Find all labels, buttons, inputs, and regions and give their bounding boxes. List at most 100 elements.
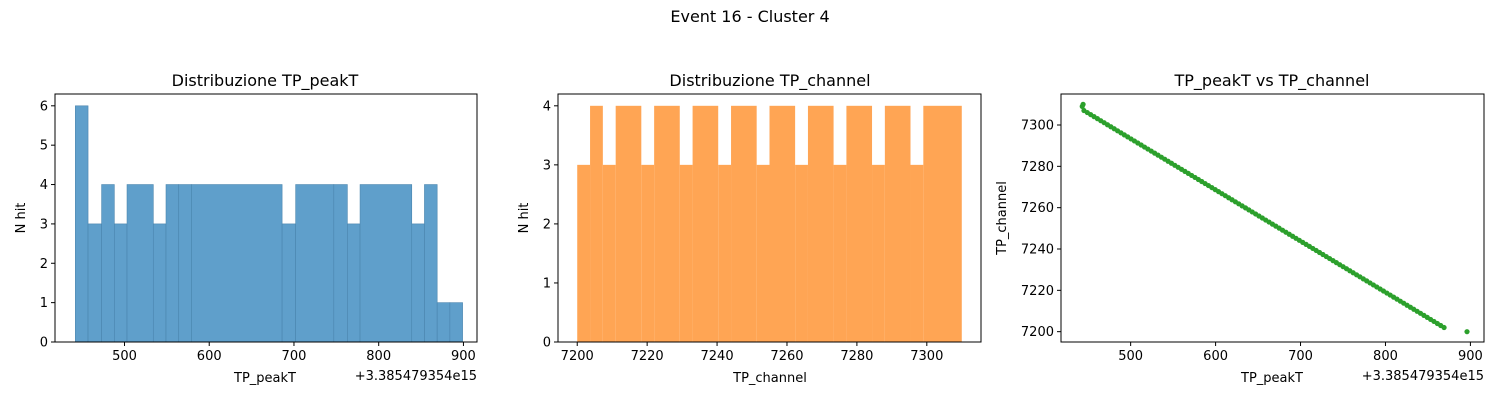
panel2-bar bbox=[910, 164, 924, 342]
panel1-ytick-label: 3 bbox=[40, 217, 48, 232]
panel1-yticks: 0 1 2 3 4 5 6 bbox=[40, 99, 55, 351]
panel1-bar bbox=[101, 184, 115, 343]
panel2-bar bbox=[833, 164, 847, 342]
panel2-axes-frame bbox=[557, 93, 982, 343]
panel2-bar bbox=[577, 164, 591, 342]
panel1-xtick-label: 700 bbox=[282, 349, 307, 364]
panel3-ytick-label: 7260 bbox=[1021, 201, 1054, 216]
panel1-bar bbox=[165, 184, 180, 343]
panel3-x-offset: +3.385479354e15 bbox=[1362, 369, 1484, 384]
panel3-yticks: 7200 7220 7240 7260 7280 7300 bbox=[1021, 119, 1061, 340]
panel3-axes-frame bbox=[1060, 93, 1485, 343]
panel2-xtick-label: 7240 bbox=[701, 349, 734, 364]
panel2-bar bbox=[692, 105, 719, 342]
panel2-bar bbox=[884, 105, 911, 342]
panel2-bar bbox=[718, 164, 732, 342]
panel3-ytick-label: 7280 bbox=[1021, 160, 1054, 175]
panel2-ytick-label: 0 bbox=[543, 336, 551, 351]
panel3-xlabel: TP_peakT bbox=[1240, 371, 1303, 386]
panel1-ytick-label: 2 bbox=[40, 257, 48, 272]
panel1-xticks: 500 600 700 800 900 bbox=[112, 342, 476, 364]
panel1-axes-frame bbox=[54, 93, 478, 343]
panel2-ytick-label: 1 bbox=[543, 276, 551, 291]
panel1-bar bbox=[449, 302, 463, 343]
panel-scatter: TP_peakT vs TP_channel 500 600 700 800 900 7… bbox=[995, 71, 1485, 386]
panel1-bar bbox=[152, 223, 167, 343]
panel2-ytick-label: 2 bbox=[543, 217, 551, 232]
panel3-ytick-label: 7220 bbox=[1021, 284, 1054, 299]
panel1-ytick-label: 6 bbox=[40, 99, 48, 114]
panel2-xtick-label: 7300 bbox=[910, 349, 943, 364]
panel1-title: Distribuzione TP_peakT bbox=[172, 71, 359, 91]
panel2-xticks: 7200 7220 7240 7260 7280 7300 bbox=[561, 342, 943, 364]
panel2-yticks: 0 1 2 3 4 bbox=[543, 99, 558, 351]
panel2-ylabel: N hit bbox=[517, 203, 532, 234]
panel3-xtick-label: 900 bbox=[1458, 349, 1483, 364]
panel2-bar bbox=[872, 164, 885, 342]
figure-title: Event 16 - Cluster 4 bbox=[670, 7, 829, 26]
panel1-xtick-label: 800 bbox=[366, 349, 391, 364]
panel2-bar bbox=[654, 105, 680, 342]
panel2-bar bbox=[795, 164, 808, 342]
panel3-ytick-label: 7300 bbox=[1021, 119, 1054, 134]
panel3-xtick-label: 500 bbox=[1118, 349, 1143, 364]
panel2-bar bbox=[615, 105, 642, 342]
panel3-point bbox=[1080, 101, 1086, 107]
panel3-ytick-label: 7240 bbox=[1021, 243, 1054, 258]
panel1-bar bbox=[411, 223, 425, 343]
panel2-bars bbox=[577, 105, 962, 342]
panel-channel-histogram: Distribuzione TP_channel 7200 7220 7240 726… bbox=[517, 71, 982, 386]
panel2-title: Distribuzione TP_channel bbox=[669, 71, 870, 91]
panel1-xtick-label: 600 bbox=[197, 349, 222, 364]
panel3-point bbox=[1464, 329, 1470, 335]
panel2-bar bbox=[641, 164, 655, 342]
panel2-bar bbox=[679, 164, 693, 342]
panel3-ylabel: TP_channel bbox=[995, 181, 1010, 256]
panel3-point bbox=[1441, 324, 1447, 331]
panel2-bar bbox=[756, 164, 770, 342]
panel2-xtick-label: 7220 bbox=[631, 349, 664, 364]
panel2-bar bbox=[846, 105, 873, 342]
panel-peakT-histogram: Distribuzione TP_peakT 500 600 700 800 900 0… bbox=[14, 71, 478, 386]
panel1-bar bbox=[295, 184, 335, 343]
panel1-ytick-label: 5 bbox=[40, 139, 48, 154]
panel1-bar bbox=[126, 184, 154, 343]
panel2-bar bbox=[731, 105, 757, 342]
panel2-ytick-label: 4 bbox=[543, 99, 551, 114]
panel1-bar bbox=[359, 184, 413, 343]
panel1-bar bbox=[347, 223, 361, 343]
panel2-bar bbox=[807, 105, 834, 342]
panel1-bar bbox=[424, 184, 438, 343]
panel2-bar bbox=[590, 105, 603, 342]
panel1-bar bbox=[436, 302, 451, 343]
panel1-x-offset: +3.385479354e15 bbox=[355, 369, 477, 384]
panel3-xticks: 500 600 700 800 900 bbox=[1118, 342, 1483, 364]
panel3-xtick-label: 600 bbox=[1203, 349, 1228, 364]
panel1-ytick-label: 0 bbox=[40, 336, 48, 351]
panel1-bar bbox=[178, 184, 192, 343]
panel2-bar bbox=[769, 105, 796, 342]
panel1-ylabel: N hit bbox=[14, 203, 29, 234]
panel1-bar bbox=[333, 184, 348, 343]
panel1-bar bbox=[87, 223, 102, 343]
panel1-bar bbox=[75, 105, 89, 343]
panel3-title: TP_peakT vs TP_channel bbox=[1174, 71, 1370, 91]
panel1-bar bbox=[114, 223, 128, 343]
panel1-bars bbox=[75, 105, 463, 343]
panel2-bar bbox=[602, 164, 616, 342]
panel2-xtick-label: 7200 bbox=[561, 349, 594, 364]
panel3-points bbox=[1079, 101, 1470, 335]
panel2-ytick-label: 3 bbox=[543, 158, 551, 173]
panel1-bar bbox=[191, 184, 283, 343]
panel2-xlabel: TP_channel bbox=[732, 371, 807, 386]
panel2-bar bbox=[923, 105, 962, 342]
panel1-xtick-label: 900 bbox=[451, 349, 476, 364]
panel2-xtick-label: 7260 bbox=[770, 349, 803, 364]
panel1-bar bbox=[281, 223, 296, 343]
panel1-xtick-label: 500 bbox=[112, 349, 137, 364]
panel3-xtick-label: 700 bbox=[1288, 349, 1313, 364]
panel1-ytick-label: 1 bbox=[40, 296, 48, 311]
panel1-xlabel: TP_peakT bbox=[233, 371, 296, 386]
panel1-ytick-label: 4 bbox=[40, 178, 48, 193]
